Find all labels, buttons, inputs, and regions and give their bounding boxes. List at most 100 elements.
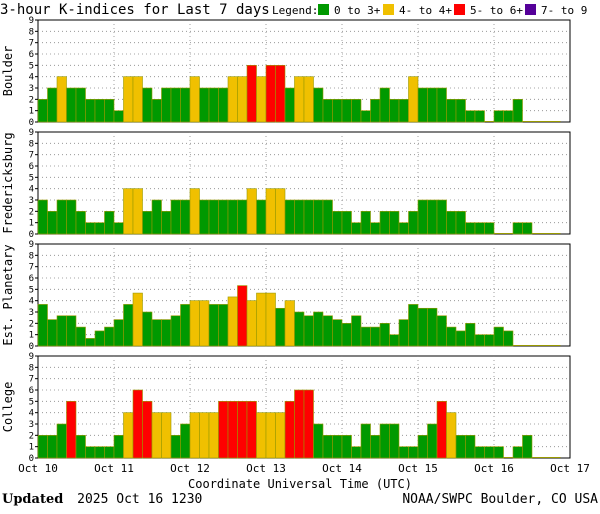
k-index-bar (75, 435, 86, 459)
k-index-bar (75, 211, 86, 235)
k-index-bar (284, 401, 295, 459)
k-index-bar (256, 292, 267, 347)
k-index-bar (208, 304, 219, 347)
panel-label: Fredericksburg (1, 132, 15, 233)
k-index-bar (246, 401, 257, 459)
k-index-bar (37, 99, 48, 123)
k-index-bar (104, 446, 115, 459)
k-index-bar (161, 412, 172, 459)
k-index-bar (455, 99, 466, 123)
k-index-bar (417, 87, 428, 123)
y-tick-label: 7 (29, 151, 34, 161)
k-index-bar (360, 423, 371, 459)
k-index-bar (522, 435, 533, 459)
k-index-bar (427, 87, 438, 123)
k-index-bar (284, 87, 295, 123)
k-index-bar (170, 199, 181, 235)
y-tick-label: 1 (29, 107, 34, 117)
k-index-bar (417, 199, 428, 235)
k-index-bar (379, 211, 390, 235)
k-index-bar (246, 188, 257, 235)
x-axis-ticks: Oct 10 Oct 11 Oct 12 Oct 13 Oct 14 Oct 15 Oct … (18, 462, 590, 475)
k-index-bar (360, 211, 371, 235)
k-index-bar (151, 412, 162, 459)
k-index-bar (265, 65, 276, 123)
y-tick-label: 7 (29, 39, 34, 49)
chart-title: 3-hour K-indices for Last 7 days (0, 2, 270, 18)
k-index-bar (512, 222, 523, 235)
k-index-bar (389, 211, 400, 235)
k-index-bar (161, 87, 172, 123)
y-tick-label: 3 (29, 84, 34, 94)
legend-entry-label: 0 to 3+ (334, 4, 381, 17)
panel: 01 234 567 89 College (1, 352, 571, 464)
y-tick-label: 3 (29, 308, 34, 318)
k-index-bar (398, 99, 409, 123)
k-index-bar (237, 199, 248, 235)
k-index-bar (408, 446, 419, 459)
k-index-bar (47, 87, 58, 123)
y-tick-label: 0 (29, 342, 34, 352)
k-index-bar (408, 76, 419, 123)
k-index-bar (189, 76, 200, 123)
k-index-bar (104, 211, 115, 235)
k-index-bar (256, 76, 267, 123)
k-index-bar (123, 304, 134, 347)
k-index-bar (417, 307, 428, 347)
y-tick-label: 2 (29, 319, 34, 329)
panel: 01 234 567 89 Fredericksburg (1, 128, 571, 240)
k-index-bar (379, 423, 390, 459)
k-index-bar (465, 435, 476, 459)
k-index-bar (389, 423, 400, 459)
k-index-bar (151, 199, 162, 235)
k-index-bar (332, 211, 343, 235)
k-index-bar (180, 199, 191, 235)
y-tick-label: 6 (29, 50, 34, 60)
k-index-bar (493, 446, 504, 459)
y-tick-label: 2 (29, 431, 34, 441)
y-tick-label: 9 (29, 352, 34, 362)
k-index-bar (94, 446, 105, 459)
y-tick-label: 4 (29, 73, 34, 83)
k-index-bar (199, 300, 210, 347)
y-tick-label: 1 (29, 219, 34, 229)
k-index-bar (294, 76, 305, 123)
k-index-bar (408, 304, 419, 347)
y-tick-label: 9 (29, 128, 34, 138)
k-index-bar (294, 199, 305, 235)
y-tick-label: 6 (29, 162, 34, 172)
k-index-bar (284, 199, 295, 235)
x-tick-label: Oct 14 (322, 462, 362, 475)
k-index-bar (246, 65, 257, 123)
k-index-bar (85, 99, 96, 123)
k-index-bar (379, 323, 390, 347)
k-index-bar (75, 87, 86, 123)
k-index-bar (398, 319, 409, 347)
k-index-bar (151, 319, 162, 347)
k-index-bar (218, 401, 229, 459)
k-index-bar (199, 199, 210, 235)
k-index-bar (132, 76, 143, 123)
legend-swatch (454, 4, 465, 15)
k-index-bar (360, 326, 371, 347)
k-index-bar (104, 99, 115, 123)
k-index-bar (436, 87, 447, 123)
footer-credit: NOAA/SWPC Boulder, CO USA (402, 492, 598, 507)
k-index-bar (341, 323, 352, 347)
k-index-bar (256, 199, 267, 235)
k-index-bar (94, 330, 105, 347)
k-index-bar (208, 87, 219, 123)
y-tick-label: 2 (29, 207, 34, 217)
k-index-bar (199, 412, 210, 459)
y-tick-label: 7 (29, 263, 34, 273)
k-index-bar (455, 211, 466, 235)
k-index-bar (427, 423, 438, 459)
k-index-bar (85, 222, 96, 235)
k-index-bar (322, 99, 333, 123)
legend-entry-label: 4- to 4+ (399, 4, 452, 17)
k-index-bar (237, 285, 248, 347)
k-index-bar (474, 222, 485, 235)
k-index-bar (189, 412, 200, 459)
